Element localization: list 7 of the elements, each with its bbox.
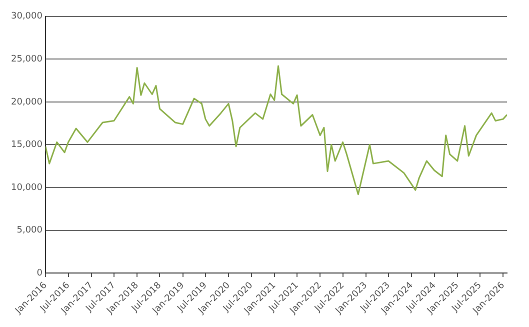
y-tick-label: 15,000 — [10, 140, 43, 150]
y-tick-label: 10,000 — [10, 182, 43, 193]
y-tick-label: 5,000 — [16, 226, 43, 236]
y-tick-label: 20,000 — [10, 97, 43, 108]
y-tick-label: 25,000 — [10, 54, 43, 65]
y-tick-label: 30,000 — [10, 12, 43, 22]
y-tick-label: 0 — [36, 268, 43, 278]
